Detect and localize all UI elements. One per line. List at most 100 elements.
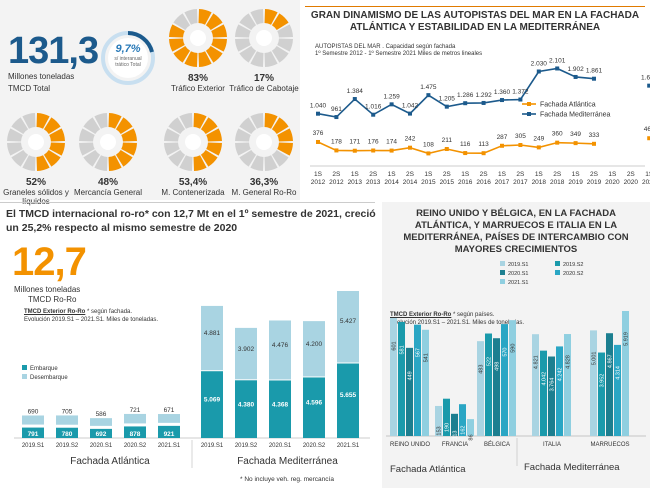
- series-mediterranea-point: [500, 98, 504, 103]
- donut-mercancia: 48% Mercancía General: [74, 112, 148, 197]
- donut-exterior-segment: [184, 9, 198, 25]
- data-label: 1.698: [641, 75, 650, 82]
- bar-embarque: [201, 371, 223, 438]
- donut-mercancia-segment: [108, 113, 122, 129]
- legend-embarque-label: Embarque: [30, 366, 58, 372]
- legend-desembarque: Desembarque: [22, 374, 68, 381]
- x-tick-label: 2020.S1: [269, 443, 292, 449]
- donut-roro-segment: [271, 149, 289, 167]
- series-mediterranea-point: [389, 102, 394, 107]
- bar-label: 4.042: [542, 372, 548, 386]
- roro-note-rest: * según fachada.: [85, 309, 133, 315]
- series-mediterranea-point: [555, 66, 560, 71]
- donut-exterior-segment: [205, 45, 223, 63]
- bar-2020.S1: [548, 356, 555, 436]
- donut-graneles-segment: [36, 113, 50, 129]
- bar-label: 4.821: [534, 355, 540, 369]
- donut-cabotaje: 17% Tráfico de Cabotaje: [229, 8, 299, 93]
- bar-2021.S1: [564, 334, 571, 436]
- data-label: 287: [497, 134, 508, 141]
- series-mediterranea-point: [334, 115, 339, 120]
- donut-mercancia-hole: [100, 134, 116, 150]
- x-tick-label: 2019.S1: [201, 443, 224, 449]
- x-tick-label-top: 2S: [332, 171, 341, 178]
- donut-exterior-segment: [198, 51, 212, 67]
- donut-graneles-graphic: [7, 113, 65, 171]
- kpi-panel: [0, 0, 300, 200]
- bar-2019.S2: [398, 321, 405, 436]
- roro-footnote: * No incluye veh. reg. mercancía: [240, 476, 334, 483]
- bar-embarque: [337, 363, 359, 438]
- donut-graneles-segment: [7, 128, 23, 142]
- series-atlantica-point: [481, 151, 486, 156]
- total-value: 131,3: [8, 30, 99, 72]
- donut-cabotaje-pct: 17%: [253, 73, 274, 84]
- series-mediterranea-point: [316, 111, 320, 116]
- legend-label: 2020.S1: [508, 271, 529, 277]
- donut-roro-label: M. General Ro-Ro: [231, 188, 297, 197]
- bar-embarque: [269, 380, 291, 438]
- x-tick-label-bottom: 2018: [532, 179, 547, 186]
- bar-2019.S2: [485, 333, 492, 436]
- x-tick-label-top: 1S: [645, 171, 650, 178]
- x-tick-label-bottom: 2012: [311, 179, 326, 186]
- donut-roro-graphic: [235, 113, 293, 171]
- bar-label: 483: [479, 365, 485, 374]
- donut-graneles-segment: [22, 113, 36, 129]
- series-atlantica-point: [518, 143, 523, 148]
- bar-embarque: [124, 426, 146, 438]
- bar-desembarque: [235, 327, 257, 380]
- x-tick-label-top: 1S: [608, 171, 617, 178]
- data-label: 211: [442, 137, 453, 144]
- data-label: 116: [460, 141, 471, 148]
- donut-contenerizada-segment: [164, 128, 180, 142]
- bar-2019.S1: [435, 405, 442, 436]
- x-tick-label-top: 2S: [590, 171, 599, 178]
- donut-roro-segment: [239, 149, 257, 167]
- bar-2020.S2: [614, 344, 621, 436]
- donut-contenerizada-segment: [164, 142, 180, 156]
- bar-2020.S2: [501, 324, 508, 436]
- donut-contenerizada-segment: [206, 128, 222, 142]
- donut-exterior-label: Tráfico Exterior: [171, 84, 225, 93]
- data-label: 1.902: [567, 66, 584, 73]
- data-label: 1.384: [347, 88, 364, 95]
- donut-mercancia-segment: [121, 128, 137, 142]
- data-label: 1.861: [586, 68, 603, 75]
- bar-label: 541: [424, 353, 430, 362]
- x-tick-label: 2019.S2: [56, 443, 79, 449]
- bar-label: 190: [445, 423, 451, 432]
- bar-2020.S2: [459, 404, 466, 436]
- donut-cabotaje-segment: [264, 9, 278, 25]
- data-label: 178: [331, 138, 342, 145]
- bar-2020.S1: [451, 413, 458, 436]
- donut-mercancia-segment: [115, 117, 133, 135]
- series-mediterranea-point: [481, 100, 486, 105]
- x-tick-label-bottom: 2016: [458, 179, 473, 186]
- donut-contenerizada-segment: [179, 113, 193, 129]
- bar-embarque-label: 878: [130, 431, 141, 438]
- bar-2019.S1: [532, 334, 539, 436]
- data-label: 464: [644, 126, 650, 133]
- countries-note-2: Evolución 2019.S1 – 2021.S1. Miles de to…: [390, 320, 525, 326]
- bar-2021.S1: [422, 329, 429, 436]
- bar-desembarque-label: 4.200: [306, 341, 323, 348]
- donut-contenerizada-segment: [200, 117, 218, 135]
- bar-embarque: [90, 428, 112, 438]
- bar-label: 449: [408, 371, 414, 380]
- countries-group-med: Fachada Mediterránea: [524, 462, 620, 473]
- bar-2020.S2: [414, 324, 421, 436]
- legend-item-2019.S1: 2019.S1: [500, 261, 555, 268]
- donut-graneles-segment: [43, 149, 61, 167]
- bar-desembarque-label: 705: [62, 408, 73, 415]
- x-tick-label-bottom: 2015: [421, 179, 436, 186]
- donut-contenerizada-segment: [193, 155, 207, 171]
- donut-cabotaje-segment: [250, 51, 264, 67]
- bar-desembarque: [22, 415, 44, 425]
- legend-label: Fachada Mediterránea: [540, 112, 611, 119]
- x-tick-label-top: 1S: [351, 171, 360, 178]
- series-atlantica-point: [463, 151, 468, 156]
- x-tick-label-top: 1S: [314, 171, 323, 178]
- bar-desembarque: [303, 321, 325, 377]
